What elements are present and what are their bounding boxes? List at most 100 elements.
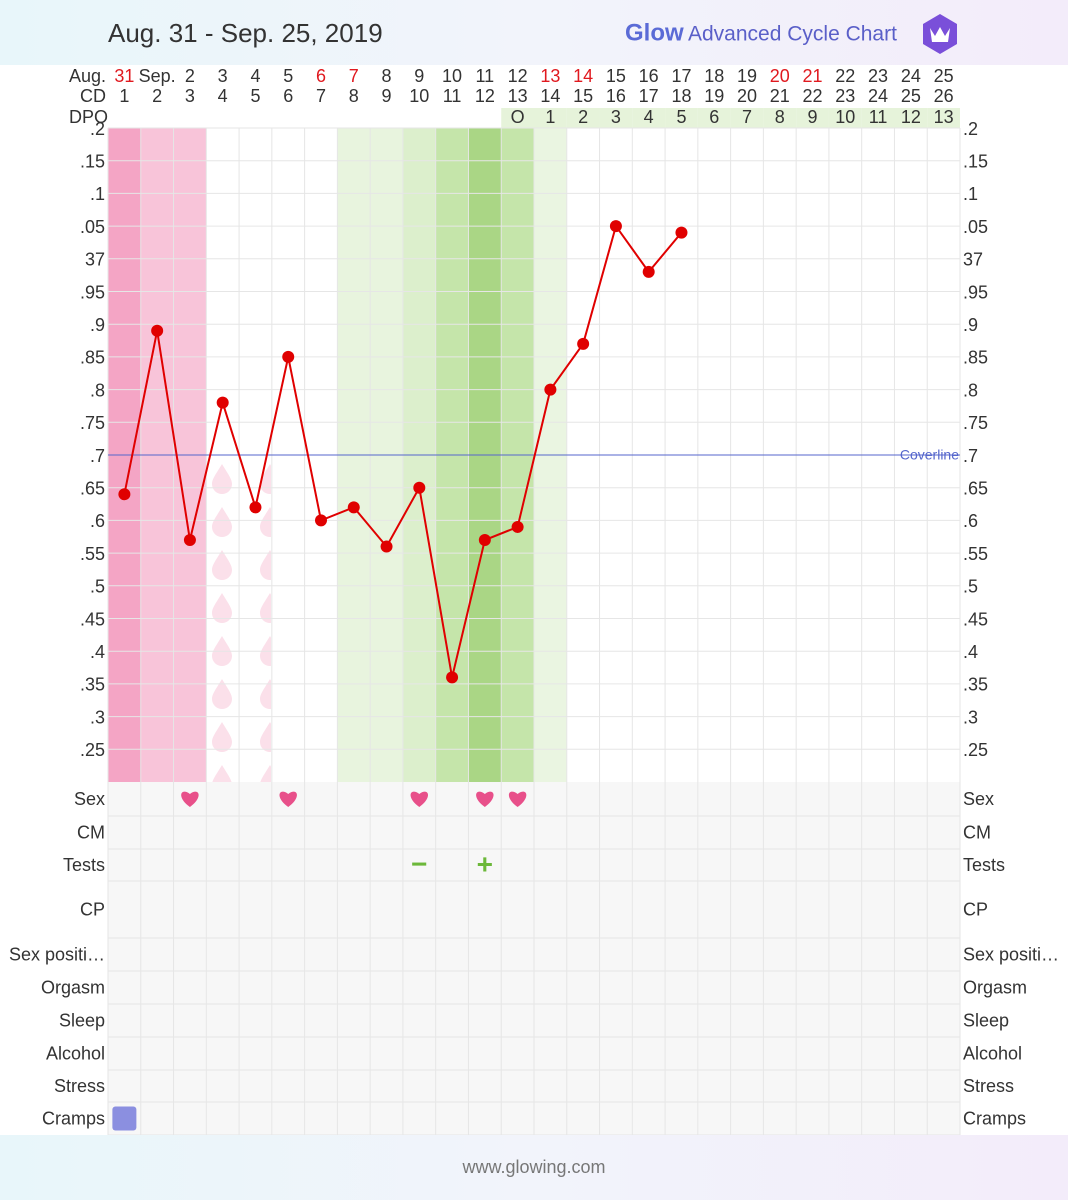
dpo-cell (861, 108, 895, 128)
temperature-point (216, 396, 229, 409)
y-tick-label: .5 (90, 577, 105, 597)
date-label: 7 (349, 66, 359, 86)
cd-value: 12 (475, 86, 495, 106)
y-tick-label: .3 (90, 707, 105, 727)
cd-value: 21 (770, 86, 790, 106)
cd-label: CD (80, 86, 106, 106)
dpo-value: 8 (775, 107, 785, 127)
y-tick-label-right: .55 (963, 544, 988, 564)
y-tick-label-right: .25 (963, 740, 988, 760)
temperature-point (511, 520, 524, 533)
date-label: 14 (573, 66, 593, 86)
symptom-label: CP (80, 899, 105, 919)
temperature-point (609, 220, 622, 233)
y-tick-label-right: .45 (963, 609, 988, 629)
dpo-cell (927, 108, 960, 128)
dpo-value: 9 (808, 107, 818, 127)
coverline-label: Coverline (900, 447, 959, 463)
dpo-value: 12 (901, 107, 921, 127)
symptom-label: Stress (54, 1076, 105, 1096)
dpo-value: 7 (742, 107, 752, 127)
y-tick-label: .45 (80, 609, 105, 629)
sex-heart (410, 791, 429, 807)
y-tick-label: .2 (90, 119, 105, 139)
y-tick-label: .15 (80, 151, 105, 171)
crown-icon (930, 27, 950, 42)
temperature-point (118, 488, 131, 501)
cd-value: 20 (737, 86, 757, 106)
cd-value: 22 (803, 86, 823, 106)
dpo-cell (730, 108, 764, 128)
test-result: − (411, 848, 427, 879)
symptom-label: CM (77, 822, 105, 842)
y-tick-label-right: .4 (963, 642, 978, 662)
cd-value: 25 (901, 86, 921, 106)
sex-heart (181, 791, 199, 807)
cd-value: 19 (704, 86, 724, 106)
y-tick-label-right: .8 (963, 380, 978, 400)
y-tick-label-right: .75 (963, 413, 988, 433)
symptom-label-right: CM (963, 822, 991, 842)
dpo-value: 13 (934, 107, 954, 127)
dpo-cell (599, 108, 633, 128)
sex-heart (279, 791, 297, 807)
temperature-point (642, 265, 655, 278)
test-result: + (477, 848, 493, 879)
temperature-point (183, 534, 196, 547)
symptom-label-right: Stress (963, 1076, 1014, 1096)
symptom-label-right: CP (963, 899, 988, 919)
y-tick-label-right: .95 (963, 282, 988, 302)
y-tick-label-right: .6 (963, 511, 978, 531)
y-tick-label: .6 (90, 511, 105, 531)
y-tick-label-right: .9 (963, 315, 978, 335)
y-tick-label: .05 (80, 217, 105, 237)
date-label: 21 (803, 66, 823, 86)
y-tick-label-right: 37 (963, 250, 983, 270)
cd-value: 16 (606, 86, 626, 106)
y-tick-label-right: .5 (963, 577, 978, 597)
date-label: 5 (283, 66, 293, 86)
y-tick-label: .95 (80, 282, 105, 302)
dpo-cell (534, 108, 567, 128)
temperature-point (446, 671, 459, 684)
date-label: 24 (901, 66, 921, 86)
cd-value: 4 (218, 86, 228, 106)
symptom-label: Orgasm (41, 977, 105, 997)
date-label: 9 (414, 66, 424, 86)
month-label: Aug. (69, 66, 106, 86)
y-tick-label: .85 (80, 348, 105, 368)
date-label: 8 (382, 66, 392, 86)
dpo-label: DPO (69, 107, 108, 127)
cd-value: 13 (508, 86, 528, 106)
cd-value: 10 (409, 86, 429, 106)
temperature-point (315, 514, 327, 527)
y-tick-label: .55 (80, 544, 105, 564)
dpo-value: 5 (676, 107, 686, 127)
symptom-label-right: Sex (963, 789, 994, 809)
date-label: 12 (508, 66, 528, 86)
y-tick-label: .8 (90, 380, 105, 400)
symptom-label-right: Tests (963, 855, 1005, 875)
footer-url: www.glowing.com (461, 1157, 605, 1177)
y-tick-label-right: .7 (963, 446, 978, 466)
cd-value: 5 (250, 86, 260, 106)
y-tick-label: .4 (90, 642, 105, 662)
dpo-value: O (511, 107, 525, 127)
y-tick-label: .65 (80, 478, 105, 498)
date-label: 6 (316, 66, 326, 86)
cd-value: 9 (382, 86, 392, 106)
date-label: 19 (737, 66, 757, 86)
cd-value: 18 (671, 86, 691, 106)
date-label: 16 (639, 66, 659, 86)
header-title: Aug. 31 - Sep. 25, 2019 (108, 18, 383, 48)
cd-value: 17 (639, 86, 659, 106)
date-label: 11 (476, 66, 495, 86)
y-tick-label-right: .85 (963, 348, 988, 368)
cd-value: 2 (152, 86, 162, 106)
cd-value: 1 (119, 86, 129, 106)
y-tick-label: .75 (80, 413, 105, 433)
temperature-point (478, 534, 491, 547)
dpo-cell (828, 108, 862, 128)
symptom-label: Sex (74, 789, 105, 809)
dpo-cell (632, 108, 666, 128)
